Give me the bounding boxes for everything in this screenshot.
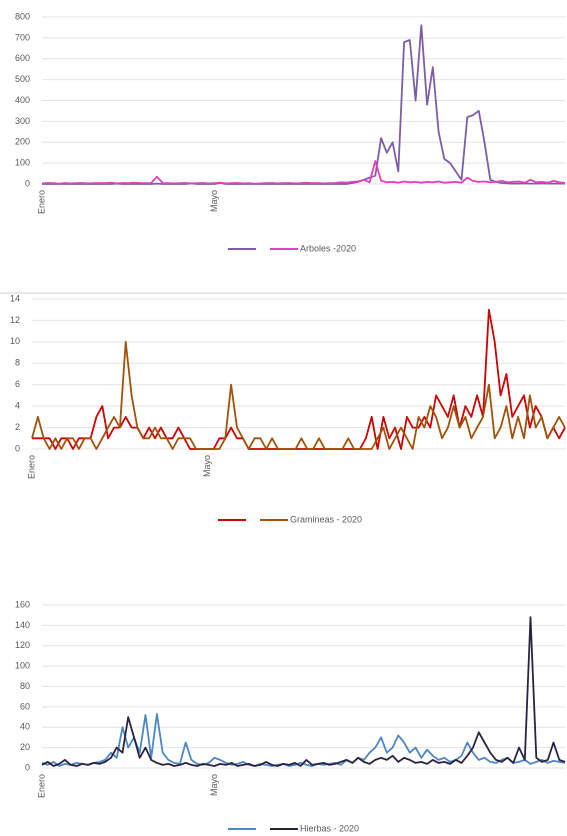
y-tick-label: 300 [15,116,30,126]
legend-label: Gramineas - 2020 [290,514,362,524]
y-tick-label: 6 [15,379,20,389]
x-tick-label: Enero [26,455,36,479]
series-line [41,616,566,767]
y-tick-label: 60 [20,701,30,711]
x-tick-label: Mayo [209,190,219,212]
y-tick-label: 500 [15,74,30,84]
y-tick-label: 0 [15,443,20,453]
legend-label: Arboles -2020 [300,243,356,253]
y-tick-label: 140 [15,620,30,630]
y-tick-label: 2 [15,422,20,432]
y-tick-label: 14 [10,293,20,303]
series-line [41,160,566,185]
y-tick-label: 10 [10,336,20,346]
y-tick-label: 120 [15,640,30,650]
x-tick-label: Enero [36,190,46,214]
series-line [41,713,566,767]
y-tick-label: 20 [20,742,30,752]
y-tick-label: 8 [15,358,20,368]
y-tick-label: 0 [25,762,30,772]
x-tick-label: Enero [36,774,46,798]
y-tick-label: 40 [20,722,30,732]
y-tick-label: 100 [15,661,30,671]
y-tick-label: 700 [15,32,30,42]
x-tick-label: Mayo [202,455,212,477]
y-tick-label: 200 [15,137,30,147]
y-tick-label: 100 [15,158,30,168]
y-tick-label: 4 [15,401,20,411]
y-tick-label: 800 [15,11,30,21]
series-line [31,341,566,450]
series-line [42,24,565,185]
y-tick-label: 160 [15,599,30,609]
y-tick-label: 0 [25,178,30,188]
y-tick-label: 400 [15,95,30,105]
y-tick-label: 12 [10,315,20,325]
legend-label: Hierbas - 2020 [300,823,359,833]
y-tick-label: 600 [15,53,30,63]
series-line [32,308,566,450]
y-tick-label: 80 [20,681,30,691]
x-tick-label: Mayo [209,774,219,796]
